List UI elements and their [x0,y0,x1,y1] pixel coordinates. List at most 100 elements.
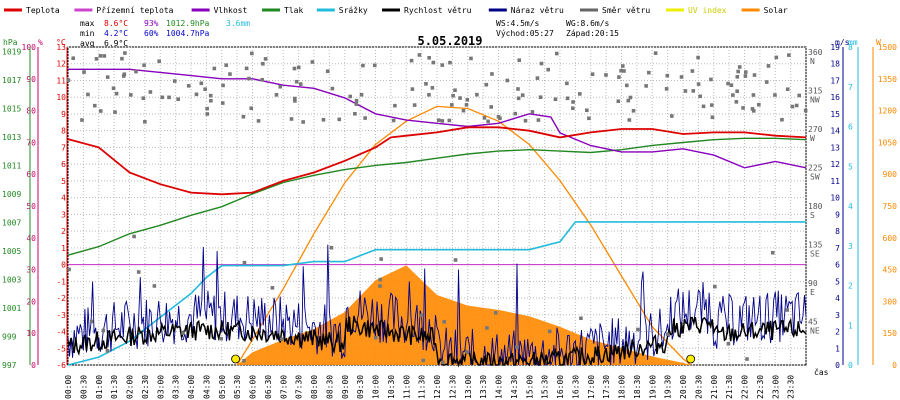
direction-tick-label: S [810,211,815,220]
wind-direction-point [92,103,97,108]
wind-tick-label: 1 [835,344,840,353]
wind-tick-label: 16 [830,93,840,102]
wind-direction-point [101,328,106,333]
wind-direction-point [209,98,213,103]
x-tick-label: 08:00 [310,375,319,399]
wind-direction-point [310,60,315,64]
wind-direction-point [794,103,799,108]
direction-tick-label: NW [810,96,820,105]
temperature-tick-label: 9 [61,110,66,119]
wind-direction-point [424,82,428,86]
direction-tick-label: 180 [808,202,823,211]
wind-direction-point [736,69,740,74]
wind-direction-point [354,102,359,106]
solar-tick-label: 1050 [878,138,897,147]
wind-direction-point [653,51,658,55]
wind-direction-point [94,57,99,61]
wind-direction-point [102,54,107,58]
x-tick-label: 19:30 [664,375,673,399]
wind-direction-point [665,332,670,337]
x-tick-label: 23:00 [771,375,780,399]
direction-tick-label: 270 [808,125,823,134]
x-tick-label: 17:00 [587,375,596,399]
wind-direction-point [194,92,199,97]
legend-label: Vlhkost [214,6,248,15]
wind-direction-point [391,118,396,123]
wind-direction-point [750,107,755,111]
wind-direction-point [709,103,714,107]
pressure-tick-label: 1007 [2,218,21,227]
pressure-tick-label: 997 [2,361,17,370]
wind-direction-point [484,82,489,87]
wind-direction-point [128,93,133,97]
wind-direction-point [745,357,749,361]
wind-direction-point [535,76,540,80]
x-tick-label: 23:30 [787,375,796,399]
stats-min-temp: 4.2°C [104,29,128,38]
wind-direction-point [523,118,528,123]
legend-label: Srážky [339,6,368,15]
legend-label: Přízemní teplota [96,6,173,15]
wind-direction-point [453,258,458,262]
wind-tick-label: 12 [830,160,840,169]
humidity-unit-label: % [38,38,43,47]
rain-tick-label: 7 [848,83,853,92]
wind-direction-point [627,118,632,122]
x-tick-label: 16:00 [556,375,565,399]
x-tick-label: 11:30 [418,375,427,399]
wind-direction-point [419,313,423,318]
wind-direction-point [440,119,445,123]
wind-direction-point [539,61,544,66]
wind-direction-point [278,84,283,89]
wind-direction-point [465,97,470,102]
pressure-tick-label: 1019 [2,47,21,56]
wind-direction-point [208,93,213,98]
wind-direction-point [620,64,625,68]
pressure-tick-label: 1015 [2,104,21,113]
wind-tick-label: 18 [830,60,840,69]
wind-direction-point [242,358,246,363]
wind-direction-point [453,88,457,93]
wind-tick-label: 13 [830,143,840,152]
wind-direction-point [624,83,629,88]
wind-direction-point [66,78,71,82]
temperature-tick-label: -2 [56,294,66,303]
wind-direction-point [679,75,684,79]
direction-tick-label: 315 [808,87,823,96]
x-tick-label: 14:00 [495,375,504,399]
x-tick-label: 12:00 [433,375,442,399]
wind-direction-point [409,58,414,63]
rain-tick-label: 4 [848,202,853,211]
wind-direction-point [142,63,146,68]
wind-direction-point [726,341,731,346]
wind-direction-point [442,320,447,324]
solar-tick-label: 750 [883,202,898,211]
wind-direction-point [359,92,364,97]
solar-tick-label: 1350 [878,75,897,84]
x-tick-label: 00:30 [79,375,88,399]
x-tick-label: 05:30 [233,375,242,399]
wind-tick-label: 8 [835,227,840,236]
direction-tick-label: 135 [808,241,823,250]
x-tick-label: 03:30 [172,375,181,399]
wind-direction-point [571,106,575,111]
wind-direction-point [121,74,126,78]
wind-tick-label: 4 [835,294,840,303]
rain-tick-label: 0 [848,361,853,370]
wind-direction-point [751,93,756,97]
stats-max-label: max [80,19,95,28]
x-tick-label: 01:00 [95,375,104,399]
wind-direction-point [579,316,583,321]
solar-area [237,265,691,365]
wind-direction-point [410,87,415,91]
wind-direction-point [89,319,94,324]
stats-min-label: min [80,29,95,38]
x-tick-label: 20:00 [679,375,688,399]
wind-direction-point [764,80,769,84]
wind-direction-point [219,336,223,341]
wind-direction-point [696,55,700,60]
wind-direction-point [647,70,651,75]
pressure-tick-label: 1001 [2,304,21,313]
x-tick-label: 22:30 [756,375,765,399]
